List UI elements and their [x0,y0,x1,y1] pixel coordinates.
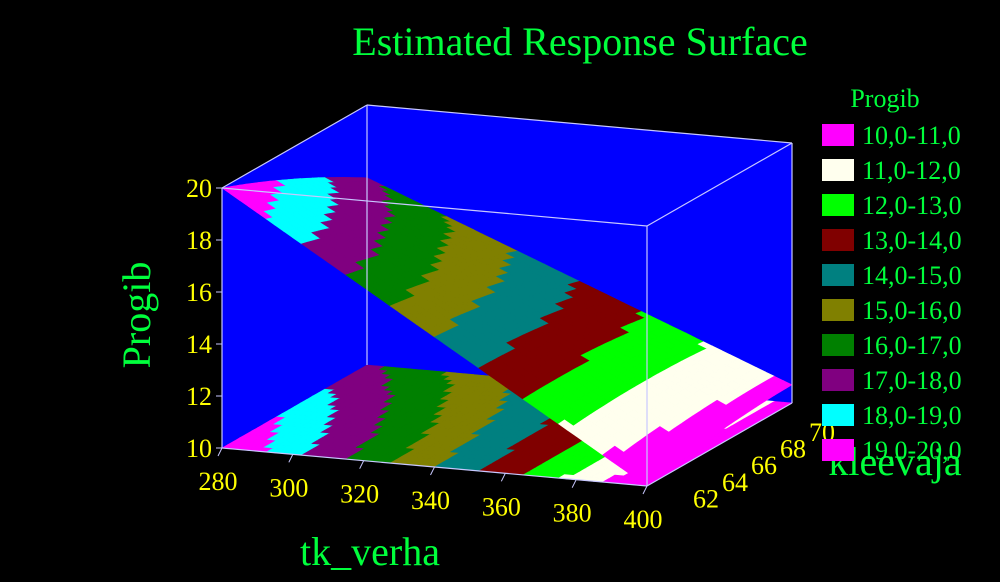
legend-label: 12,0-13,0 [862,191,962,220]
legend-title: Progib [850,84,919,113]
legend-label: 18,0-19,0 [862,401,962,430]
x-tick-label: 360 [482,492,521,521]
legend-label: 13,0-14,0 [862,226,962,255]
legend-swatch [822,299,854,321]
x-tick-labels: 280 300 320 340 360 380 400 [199,447,663,534]
y-tick-label: 62 [693,484,719,513]
box-edge [646,142,793,227]
legend-label: 19,0-20,0 [862,436,962,465]
y-tick-label: 64 [722,468,748,497]
z-tick-label: 12 [186,382,212,411]
z-tick-label: 18 [186,226,212,255]
x-tick-label: 400 [624,505,663,534]
legend-swatch [822,439,854,461]
x-tick-mark [288,454,294,463]
legend-swatch [822,404,854,426]
surface-cell [637,474,654,487]
z-tick-label: 14 [186,330,212,359]
chart-title: Estimated Response Surface [352,19,807,64]
x-tick-mark [359,460,365,469]
y-tick-label: 66 [751,451,777,480]
legend-swatch [822,229,854,251]
legend-label: 17,0-18,0 [862,366,962,395]
box-edge [646,402,793,487]
legend-swatch [822,159,854,181]
z-tick-label: 10 [186,434,212,463]
x-tick-mark [217,447,223,457]
x-tick-mark [642,485,648,495]
box-edge [366,104,793,144]
legend-label: 15,0-16,0 [862,296,962,325]
x-tick-mark [571,479,577,488]
legend-label: 14,0-15,0 [862,261,962,290]
legend-label: 16,0-17,0 [862,331,962,360]
x-tick-label: 280 [199,467,238,496]
x-tick-mark [500,473,506,482]
z-tick-label: 20 [186,174,212,203]
x-tick-label: 320 [340,480,379,509]
x-axis-title: tk_verha [300,529,440,574]
z-tick-label: 16 [186,278,212,307]
box-edge [221,187,648,227]
x-tick-label: 380 [553,499,592,528]
y-tick-label: 68 [780,435,806,464]
box-edge [221,104,368,189]
legend-label: 11,0-12,0 [862,156,961,185]
z-tick-labels: 10 12 14 16 18 20 [186,174,222,463]
z-axis-title: Progib [114,262,159,369]
x-tick-label: 340 [411,486,450,515]
legend-swatch [822,194,854,216]
legend-label: 10,0-11,0 [862,121,961,150]
x-tick-label: 300 [269,473,308,502]
legend-swatch [822,334,854,356]
legend-swatch [822,124,854,146]
legend-swatch [822,369,854,391]
legend-swatch [822,264,854,286]
legend: Progib 10,0-11,0 11,0-12,0 12,0-13,0 13,0-1… [822,84,962,465]
x-tick-mark [430,466,435,476]
